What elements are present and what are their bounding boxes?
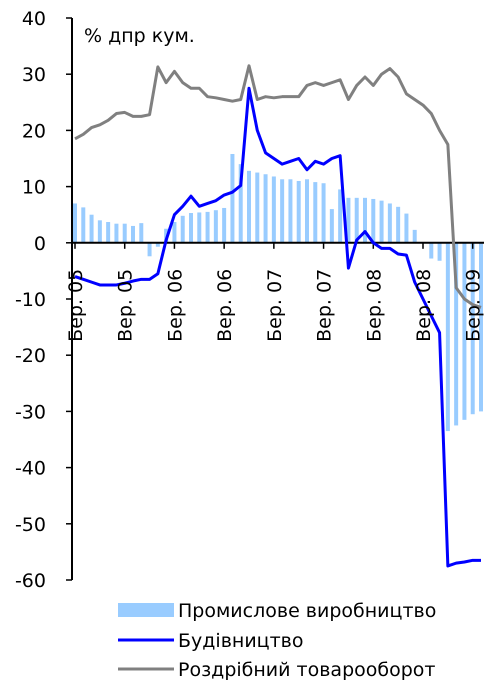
series-line-construction (74, 86, 481, 568)
bar-0-9 (147, 242, 152, 257)
bar-0-8 (139, 223, 144, 243)
bar-0-43 (429, 242, 434, 259)
bar-0-47 (462, 242, 467, 420)
y-tick-label: -60 (15, 570, 46, 592)
x-tick-label: Бер. 08 (363, 269, 385, 342)
x-tick-label: Вер. 06 (214, 269, 236, 342)
bar-0-10 (155, 242, 160, 247)
bar-0-28 (305, 179, 309, 243)
bar-0-13 (180, 215, 185, 243)
bar-0-23 (263, 174, 268, 243)
bar-0-27 (296, 180, 301, 243)
x-tick-label: Бер. 05 (65, 269, 87, 342)
bar-0-21 (247, 170, 251, 243)
bar-0-3 (97, 220, 102, 243)
x-tick-label: Бер. 06 (164, 269, 186, 342)
bar-0-2 (89, 214, 94, 243)
bar-0-29 (313, 182, 318, 243)
y-tick-label: -40 (15, 458, 46, 480)
bar-0-14 (189, 213, 193, 243)
bar-0-46 (454, 242, 459, 426)
bar-0-31 (329, 209, 334, 243)
legend-label: Промислове виробництво (178, 600, 436, 622)
bar-0-32 (338, 189, 343, 243)
bar-0-5 (114, 223, 119, 243)
bar-0-25 (280, 179, 285, 243)
bar-0-22 (255, 172, 260, 243)
bar-0-45 (445, 242, 450, 432)
bar-0-30 (321, 183, 326, 243)
legend: Промислове виробництво Будівництво Роздріб… (118, 600, 436, 681)
bar-0-49 (479, 242, 483, 412)
bar-0-1 (81, 207, 86, 243)
bar-0-0 (73, 203, 77, 243)
bar-0-15 (197, 212, 202, 243)
y-tick-label: -50 (15, 514, 46, 536)
bars-layer (73, 154, 483, 432)
x-tick-labels: Бер. 05 Вер. 05 Бер. 06 Вер. 06 Бер. 07 Вер. … (65, 269, 484, 342)
y-tick-label: 30 (22, 64, 46, 86)
y-tick-label: 40 (22, 8, 46, 30)
bar-0-37 (379, 200, 384, 243)
y-tick-labels: 40 30 20 10 0 -10 -20 -30 -40 -50 -60 (15, 8, 46, 592)
bar-0-48 (470, 242, 475, 415)
bar-0-35 (363, 197, 367, 243)
y-tick-label: 10 (22, 177, 46, 199)
x-tick-label: Бер. 07 (264, 269, 286, 342)
y-tick-label: -20 (15, 345, 46, 367)
legend-label: Роздрібний товарооборот (178, 659, 435, 681)
bar-0-41 (412, 229, 417, 243)
bar-0-6 (122, 223, 127, 243)
x-tick-label: Вер. 07 (314, 269, 336, 342)
legend-swatch-bar (118, 603, 174, 617)
y-tick-label: 0 (34, 233, 46, 255)
lines-layer (74, 64, 482, 568)
bar-0-39 (396, 206, 401, 243)
x-tick-label: Бер. 09 (463, 269, 484, 342)
legend-label: Будівництво (178, 630, 304, 652)
bar-0-20 (238, 164, 243, 243)
bar-0-7 (131, 225, 135, 243)
bar-0-16 (205, 211, 210, 243)
axes-layer (66, 17, 484, 581)
bar-0-34 (354, 197, 359, 243)
bar-0-17 (213, 210, 218, 243)
bar-0-19 (230, 154, 235, 243)
bar-0-26 (288, 179, 293, 243)
bar-0-4 (106, 222, 111, 243)
series-line-retail-trade (74, 64, 482, 309)
bar-0-44 (437, 242, 442, 261)
y-tick-label: -10 (15, 289, 46, 311)
bar-0-18 (222, 207, 227, 243)
bar-0-36 (371, 198, 376, 243)
bar-0-12 (172, 222, 177, 243)
unit-label: % дпр кум. (84, 25, 195, 47)
y-tick-label: 20 (22, 120, 46, 142)
x-tick-label: Вер. 05 (115, 269, 137, 342)
x-tick-label: Вер. 08 (413, 269, 435, 342)
y-tick-label: -30 (15, 401, 46, 423)
bar-0-33 (346, 197, 351, 243)
bar-0-40 (404, 213, 409, 243)
bar-0-38 (387, 203, 392, 243)
bar-0-24 (271, 176, 276, 243)
